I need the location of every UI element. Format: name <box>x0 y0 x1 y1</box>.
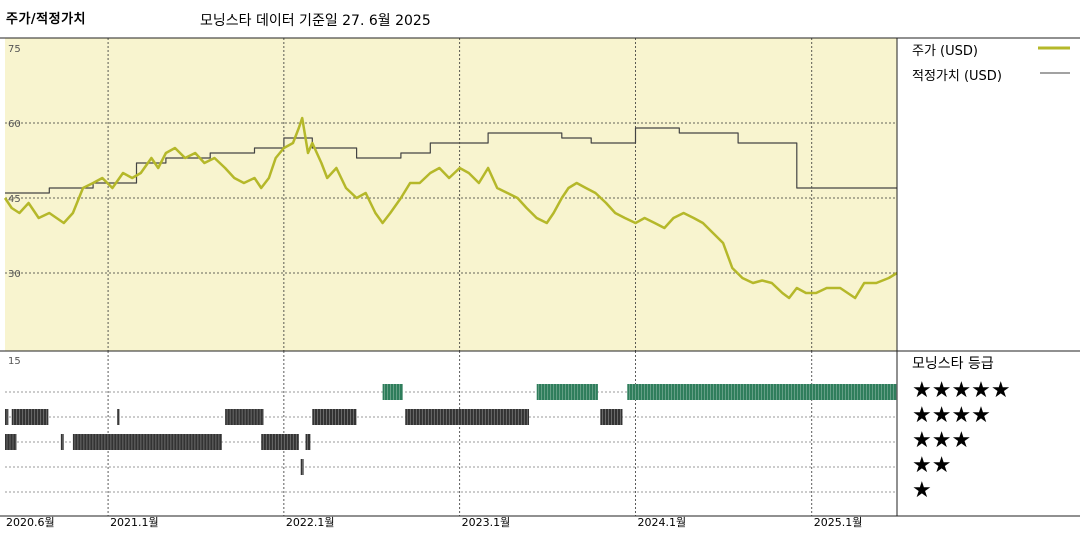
rating-bar-5star <box>536 384 598 400</box>
horizontal-gridlines <box>5 122 897 274</box>
rating-bar-3star <box>72 434 222 450</box>
rating-bar-4star <box>11 409 49 425</box>
price-line <box>3 116 898 300</box>
price-series <box>3 116 898 300</box>
y-tick-60: 60 <box>8 119 21 130</box>
rating-4-stars: ★★★★ <box>912 403 991 428</box>
y-tick-labels: 75 60 45 30 15 <box>8 44 21 367</box>
vertical-gridlines <box>107 38 813 516</box>
x-tick-label: 2020.6월 <box>6 516 55 529</box>
rating-bar-2star <box>300 459 304 475</box>
x-tick-label: 2021.1월 <box>110 516 159 529</box>
rating-bar-4star <box>5 409 9 425</box>
chart-title: 주가/적정가치 <box>6 12 87 27</box>
rating-bar-4star <box>312 409 357 425</box>
fair-value-line <box>5 127 897 194</box>
rating-history-bars <box>5 384 897 475</box>
rating-5-stars: ★★★★★ <box>912 378 1011 403</box>
rating-bar-5star <box>382 384 403 400</box>
rating-bar-4star <box>600 409 623 425</box>
y-tick-30: 30 <box>8 269 21 280</box>
data-date-subtitle: 모닝스타 데이터 기준일 27. 6월 2025 <box>200 13 431 29</box>
rating-bar-3star <box>5 434 17 450</box>
rating-panel-title: 모닝스타 등급 <box>912 356 994 372</box>
rating-2-stars: ★★ <box>912 453 952 478</box>
rating-bar-3star <box>261 434 299 450</box>
rating-bar-4star <box>405 409 530 425</box>
x-tick-labels: 2020.6월 2021.1월 2022.1월 2023.1월 2024.1월 2025.… <box>6 516 862 529</box>
x-tick-label: 2025.1월 <box>814 516 863 529</box>
rating-1-star: ★ <box>912 478 932 503</box>
rating-bar-3star <box>60 434 64 450</box>
rating-3-stars: ★★★ <box>912 428 972 453</box>
fair-value-series <box>5 127 897 194</box>
x-tick-label: 2023.1월 <box>462 516 511 529</box>
rating-bar-5star <box>627 384 897 400</box>
y-tick-45: 45 <box>8 194 21 205</box>
x-tick-label: 2022.1월 <box>286 516 335 529</box>
y-tick-15: 15 <box>8 356 21 367</box>
y-tick-75: 75 <box>8 44 21 55</box>
price-panel-background <box>5 38 897 351</box>
fair-value-legend-label: 적정가치 (USD) <box>912 69 1002 84</box>
rating-bar-4star <box>117 409 120 425</box>
rating-bar-3star <box>305 434 311 450</box>
rating-bar-4star <box>225 409 264 425</box>
x-tick-label: 2024.1월 <box>637 516 686 529</box>
price-legend-label: 주가 (USD) <box>912 44 978 59</box>
